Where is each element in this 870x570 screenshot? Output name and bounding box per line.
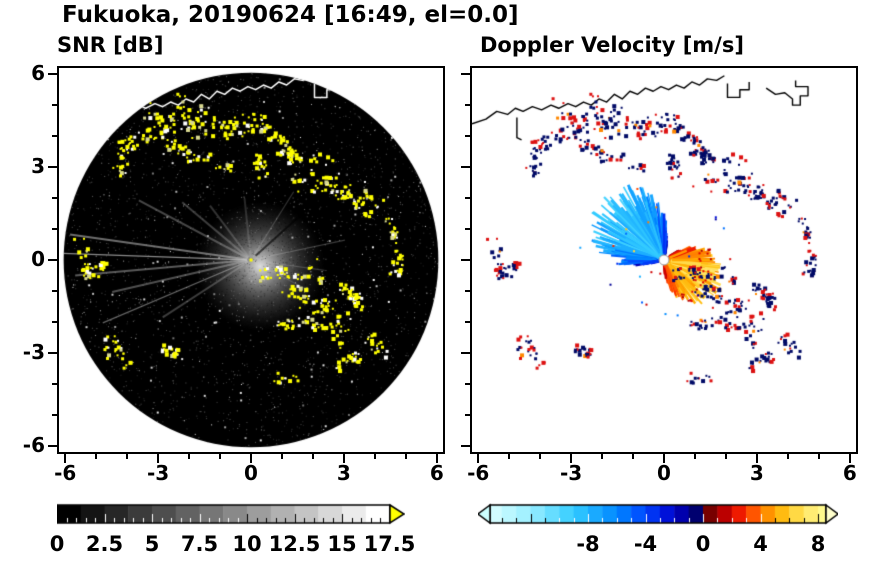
snr-ytick-label: 0 xyxy=(31,247,45,271)
snr-cbar-tick-label: 12.5 xyxy=(268,532,321,556)
doppler-x-axis-tick xyxy=(663,454,665,463)
snr-ytick-label: -6 xyxy=(22,432,45,457)
snr-x-axis-tick xyxy=(126,454,129,459)
doppler-cbar-tick-label: 4 xyxy=(753,532,768,556)
snr-cbar-tick-label: 10 xyxy=(232,532,262,556)
doppler-cbar-tick-label: -8 xyxy=(576,532,600,556)
doppler-x-axis-tick xyxy=(570,454,573,463)
snr-cbar-tick-label: 0 xyxy=(49,532,65,556)
snr-y-axis-tick xyxy=(52,104,57,107)
snr-y-axis-tick xyxy=(48,351,57,354)
doppler-x-axis-tick xyxy=(632,454,635,459)
snr-ytick-label: 3 xyxy=(31,154,45,179)
doppler-y-axis-tick xyxy=(465,413,470,416)
snr-xtick-label: 0 xyxy=(244,461,258,485)
doppler-colorbar xyxy=(478,503,838,525)
doppler-x-axis-tick xyxy=(539,454,542,459)
doppler-xtick-label: 6 xyxy=(842,461,857,485)
doppler-x-axis-tick xyxy=(693,454,696,459)
snr-radar-canvas xyxy=(59,68,443,452)
doppler-y-axis-tick xyxy=(465,197,470,200)
doppler-y-axis-tick xyxy=(465,289,470,292)
doppler-radar-canvas xyxy=(472,68,856,452)
snr-x-axis-tick xyxy=(373,454,376,459)
doppler-x-axis-tick xyxy=(477,454,480,463)
doppler-xtick-label: 3 xyxy=(749,461,764,485)
snr-x-axis-tick xyxy=(188,454,191,459)
snr-x-axis-tick xyxy=(95,454,98,459)
snr-y-axis-tick xyxy=(52,135,57,138)
snr-plot-area xyxy=(57,66,445,454)
doppler-xtick-label: -3 xyxy=(559,461,583,485)
doppler-xtick-label: -6 xyxy=(467,461,490,485)
snr-cbar-tick-label: 15 xyxy=(327,532,357,556)
snr-ytick-label: 6 xyxy=(31,61,45,86)
doppler-y-axis-tick xyxy=(465,320,470,323)
snr-x-axis-tick xyxy=(404,454,407,459)
doppler-xtick-label: 0 xyxy=(657,461,671,485)
snr-y-axis-tick xyxy=(48,259,57,261)
doppler-panel-title: Doppler Velocity [m/s] xyxy=(480,33,744,57)
snr-y-axis-tick xyxy=(52,197,57,200)
doppler-x-axis-tick xyxy=(601,454,604,459)
doppler-y-axis-tick xyxy=(461,351,470,354)
snr-y-axis-tick xyxy=(48,444,57,447)
doppler-y-axis-tick xyxy=(461,444,470,447)
snr-xtick-label: 6 xyxy=(429,461,444,485)
doppler-cbar-tick-label: 0 xyxy=(695,532,711,556)
doppler-y-axis-tick xyxy=(465,382,470,385)
doppler-x-axis-tick xyxy=(508,454,511,459)
snr-cbar-tick-label: 7.5 xyxy=(180,532,219,556)
snr-colorbar xyxy=(57,503,405,525)
snr-panel-title: SNR [dB] xyxy=(57,33,164,57)
doppler-x-axis-tick xyxy=(817,454,820,459)
snr-x-axis-tick xyxy=(64,454,67,463)
doppler-x-axis-tick xyxy=(786,454,789,459)
snr-cbar-tick-label: 2.5 xyxy=(85,532,124,556)
doppler-cbar-tick-label: 8 xyxy=(810,532,826,556)
doppler-x-axis-tick xyxy=(724,454,727,459)
snr-x-axis-tick xyxy=(342,454,345,463)
snr-xtick-label: 3 xyxy=(336,461,351,485)
snr-x-axis-tick xyxy=(311,454,314,459)
snr-y-axis-tick xyxy=(52,382,57,385)
snr-cbar-tick-label: 17.5 xyxy=(363,532,416,556)
doppler-y-axis-tick xyxy=(465,228,470,231)
snr-y-axis-tick xyxy=(52,413,57,416)
snr-x-axis-tick xyxy=(219,454,222,459)
snr-x-axis-tick xyxy=(435,454,438,463)
snr-x-axis-tick xyxy=(250,454,252,463)
doppler-plot-area xyxy=(470,66,858,454)
doppler-y-axis-tick xyxy=(461,166,470,169)
doppler-y-axis-tick xyxy=(461,73,470,76)
snr-y-axis-tick xyxy=(48,73,57,76)
snr-y-axis-tick xyxy=(52,320,57,323)
snr-xtick-label: -6 xyxy=(54,461,77,485)
doppler-x-axis-tick xyxy=(848,454,851,463)
doppler-cbar-tick-label: -4 xyxy=(633,532,658,556)
doppler-x-axis-tick xyxy=(755,454,758,463)
snr-y-axis-tick xyxy=(48,166,57,169)
doppler-y-axis-tick xyxy=(461,259,470,261)
snr-x-axis-tick xyxy=(157,454,160,463)
figure-title: Fukuoka, 20190624 [16:49, el=0.0] xyxy=(62,2,519,28)
snr-x-axis-tick xyxy=(280,454,283,459)
snr-ytick-label: -3 xyxy=(22,339,45,364)
snr-xtick-label: -3 xyxy=(146,461,170,485)
snr-y-axis-tick xyxy=(52,228,57,231)
snr-y-axis-tick xyxy=(52,289,57,292)
doppler-y-axis-tick xyxy=(465,104,470,107)
doppler-y-axis-tick xyxy=(465,135,470,138)
snr-cbar-tick-label: 5 xyxy=(144,532,160,556)
